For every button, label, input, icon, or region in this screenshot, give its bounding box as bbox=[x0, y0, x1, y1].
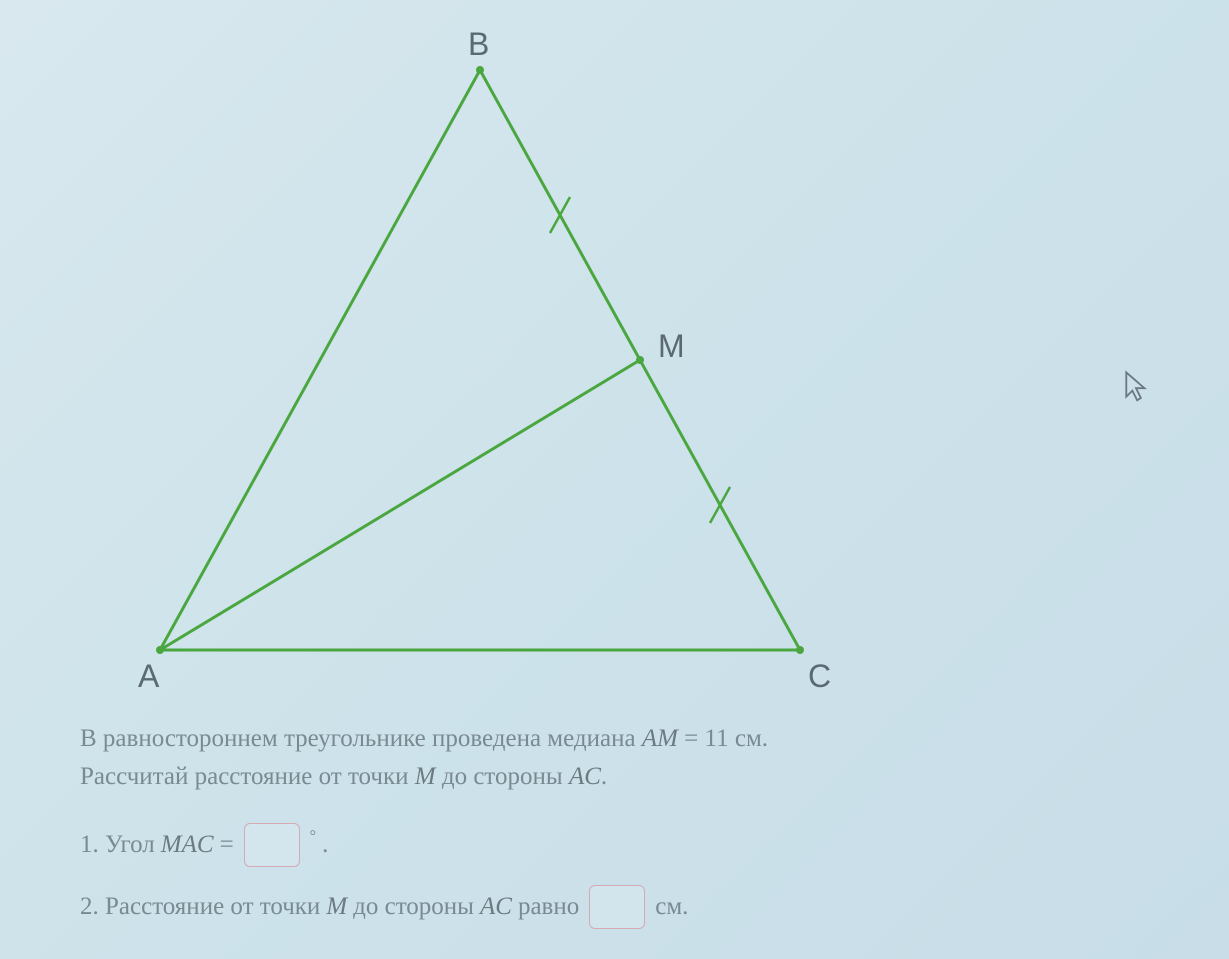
question-2: 2. Расстояние от точки M до стороны AC р… bbox=[80, 885, 1180, 929]
var-AM: AM bbox=[642, 725, 678, 752]
q1-var: MAC bbox=[161, 831, 214, 859]
q1-answer-input[interactable] bbox=[244, 823, 300, 867]
var-AC: AC bbox=[569, 763, 601, 790]
label-B: B bbox=[468, 26, 489, 63]
geometry-diagram: A B C M bbox=[60, 10, 960, 710]
problem-line1-b: = 11 см. bbox=[678, 725, 768, 752]
degree-symbol: ° bbox=[310, 828, 316, 846]
q2-var2: AC bbox=[480, 893, 512, 921]
problem-line2-c: . bbox=[601, 763, 607, 790]
label-C: C bbox=[808, 658, 831, 695]
q2-after: равно bbox=[518, 893, 579, 921]
q2-prefix: 2. Расстояние от точки bbox=[80, 893, 320, 921]
question-1: 1. Угол MAC = ° . bbox=[80, 823, 1180, 867]
point-M bbox=[636, 356, 644, 364]
problem-text-area: В равностороннем треугольнике проведена … bbox=[80, 720, 1180, 929]
q1-prefix: 1. Угол bbox=[80, 831, 155, 859]
edge-AB bbox=[160, 70, 480, 650]
problem-statement: В равностороннем треугольнике проведена … bbox=[80, 720, 1180, 795]
label-A: A bbox=[138, 658, 159, 695]
q2-unit: см. bbox=[655, 893, 688, 921]
q1-eq: = bbox=[220, 831, 234, 859]
cursor-icon bbox=[1123, 370, 1149, 409]
q2-var1: M bbox=[326, 893, 347, 921]
triangle-svg bbox=[60, 10, 960, 710]
problem-line2-b: до стороны bbox=[436, 763, 569, 790]
point-C bbox=[796, 646, 804, 654]
q1-suffix: . bbox=[322, 831, 328, 859]
q2-answer-input[interactable] bbox=[589, 885, 645, 929]
label-M: M bbox=[658, 328, 685, 365]
problem-line1-a: В равностороннем треугольнике проведена … bbox=[80, 725, 642, 752]
point-A bbox=[156, 646, 164, 654]
median-AM bbox=[160, 360, 640, 650]
point-B bbox=[476, 66, 484, 74]
var-M: M bbox=[415, 763, 436, 790]
q2-mid: до стороны bbox=[353, 893, 474, 921]
problem-line2-a: Рассчитай расстояние от точки bbox=[80, 763, 415, 790]
